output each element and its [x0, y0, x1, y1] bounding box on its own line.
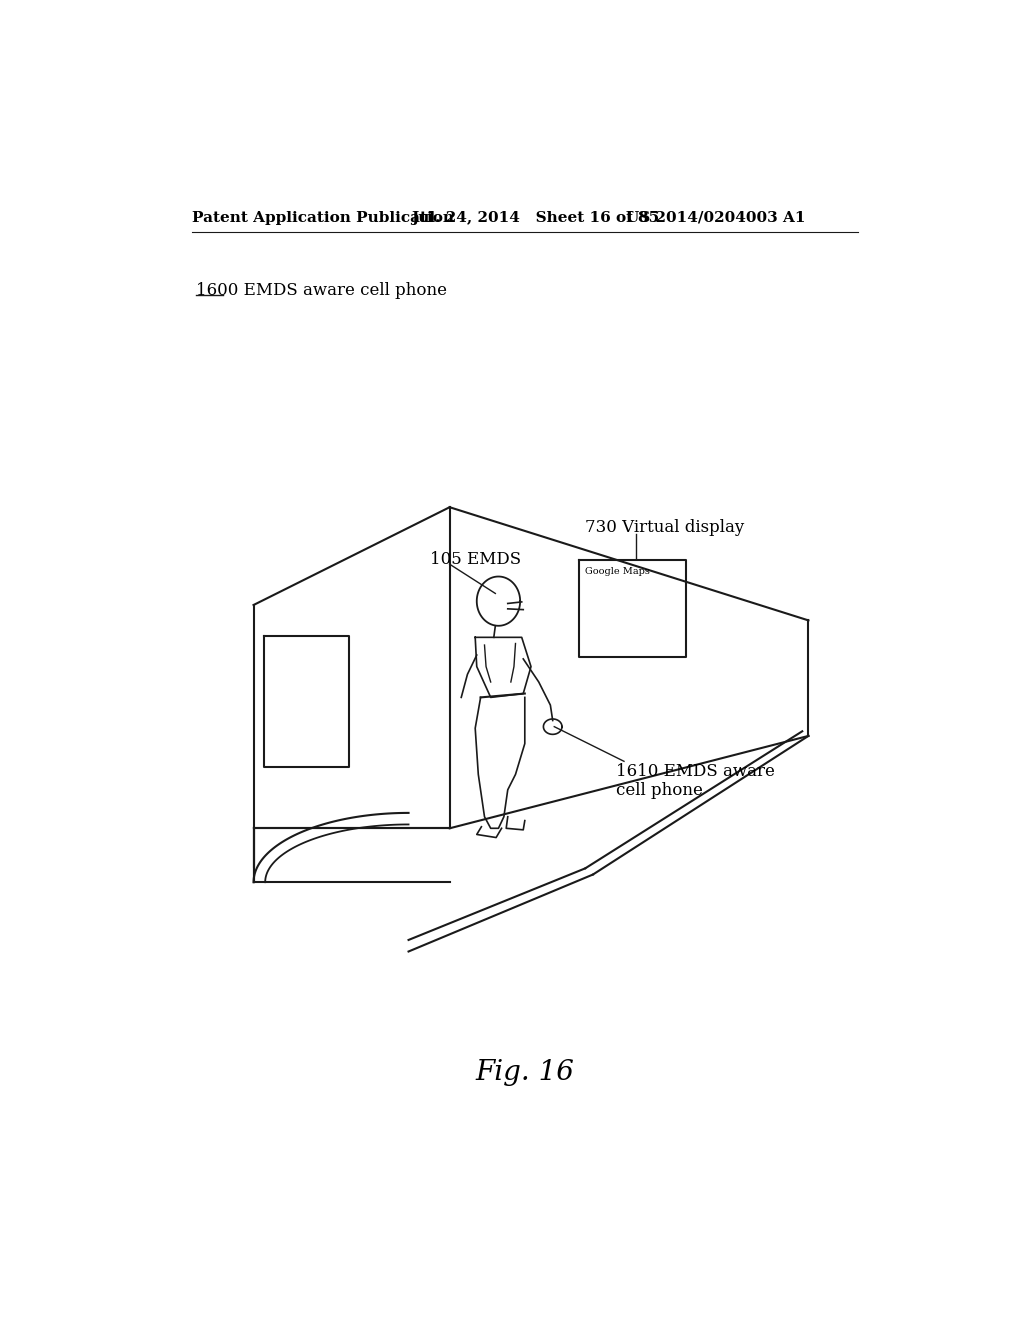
- Text: Fig. 16: Fig. 16: [475, 1059, 574, 1086]
- Text: US 2014/0204003 A1: US 2014/0204003 A1: [627, 211, 806, 224]
- Text: Patent Application Publication: Patent Application Publication: [191, 211, 454, 224]
- Text: 1610 EMDS aware
cell phone: 1610 EMDS aware cell phone: [616, 763, 775, 800]
- Text: 1600 EMDS aware cell phone: 1600 EMDS aware cell phone: [197, 281, 447, 298]
- Text: Google Maps: Google Maps: [586, 566, 650, 576]
- Text: Jul. 24, 2014   Sheet 16 of 85: Jul. 24, 2014 Sheet 16 of 85: [411, 211, 659, 224]
- Text: 730 Virtual display: 730 Virtual display: [586, 519, 744, 536]
- Text: 105 EMDS: 105 EMDS: [430, 552, 521, 568]
